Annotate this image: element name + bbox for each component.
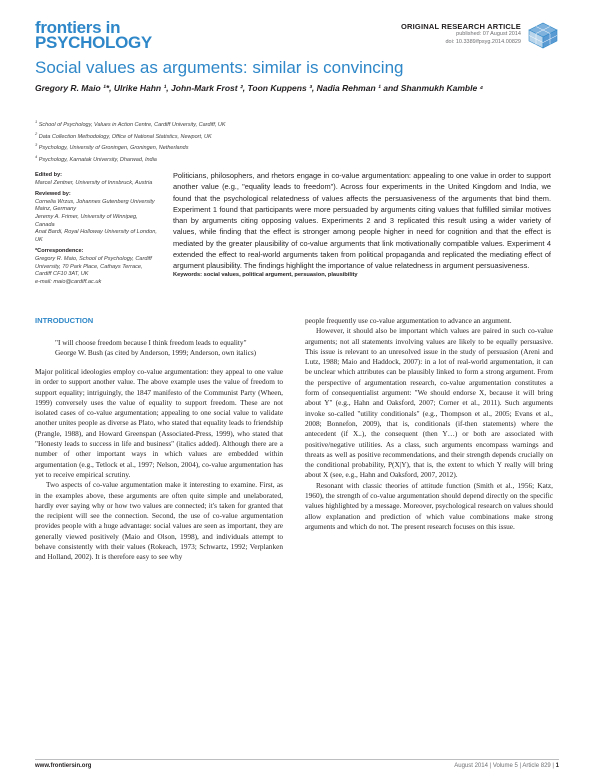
- body-column-left: INTRODUCTION "I will choose freedom beca…: [35, 316, 283, 563]
- paragraph: Major political ideologies employ co-val…: [35, 367, 283, 479]
- editorial-sidebar: Edited by: Marcel Zentner, University of…: [35, 172, 157, 290]
- affiliation-4: 4 Psychology, Karnatak University, Dharw…: [35, 153, 157, 163]
- page-number: 1: [555, 763, 559, 769]
- abstract: Politicians, philosophers, and rhetors e…: [173, 171, 551, 271]
- paragraph: Resonant with classic theories of attitu…: [305, 480, 553, 531]
- article-type: ORIGINAL RESEARCH ARTICLE: [400, 22, 521, 31]
- footer-issue: August 2014 | Volume 5 | Article 829 |: [454, 763, 554, 769]
- body-column-right: people frequently use co-value argumenta…: [305, 316, 553, 532]
- section-heading-introduction: INTRODUCTION: [35, 316, 94, 325]
- epigraph-quote: "I will choose freedom because I think f…: [55, 338, 257, 357]
- affiliation-2: 2 Data Collection Methodology, Office of…: [35, 130, 212, 140]
- logo-line2: PSYCHOLOGY: [35, 33, 152, 52]
- paragraph: However, it should also be important whi…: [305, 326, 553, 480]
- footer-website-link[interactable]: www.frontiersin.org: [35, 763, 92, 769]
- journal-cube-icon: [528, 22, 558, 49]
- author-list: Gregory R. Maio ¹*, Ulrike Hahn ¹, John-…: [35, 83, 484, 93]
- keywords: Keywords: social values, political argum…: [173, 272, 358, 278]
- reviewer-3: Anat Bardi, Royal Holloway University of…: [35, 229, 157, 243]
- correspondence-email[interactable]: e-mail: maio@cardiff.ac.uk: [35, 278, 102, 285]
- affiliation-3: 3 Psychology, University of Groningen, G…: [35, 142, 189, 151]
- paragraph: people frequently use co-value argumenta…: [305, 316, 512, 325]
- editor: Marcel Zentner, University of Innsbruck,…: [35, 179, 153, 186]
- article-title: Social values as arguments: similar is c…: [35, 58, 404, 77]
- edited-by-label: Edited by:: [35, 172, 63, 178]
- reviewer-1: Cornelia Wrzus, Johannes Gutenberg Unive…: [35, 198, 155, 213]
- journal-logo: frontiers in PSYCHOLOGY: [35, 18, 175, 52]
- doi: doi: 10.3389/fpsyg.2014.00829: [445, 38, 521, 45]
- affiliations: 1 School of Psychology, Values in Action…: [35, 118, 435, 164]
- paragraph: Two aspects of co-value argumentation ma…: [35, 480, 283, 562]
- correspondence-label: *Correspondence:: [35, 248, 84, 255]
- published-date: published: 07 August 2014: [456, 31, 521, 37]
- article-header-meta: ORIGINAL RESEARCH ARTICLE published: 07 …: [401, 22, 521, 46]
- reviewer-2: Jeremy A. Frimer, University of Winnipeg…: [35, 213, 138, 228]
- reviewed-by-label: Reviewed by:: [35, 191, 71, 198]
- logo-line1: frontiers in: [35, 18, 121, 37]
- footer-citation: August 2014 | Volume 5 | Article 829 | 1: [454, 763, 559, 769]
- footer-divider: [35, 759, 559, 760]
- correspondence-address: Gregory R. Maio, School of Psychology, C…: [35, 255, 152, 278]
- affiliation-1: 1 School of Psychology, Values in Action…: [35, 119, 226, 128]
